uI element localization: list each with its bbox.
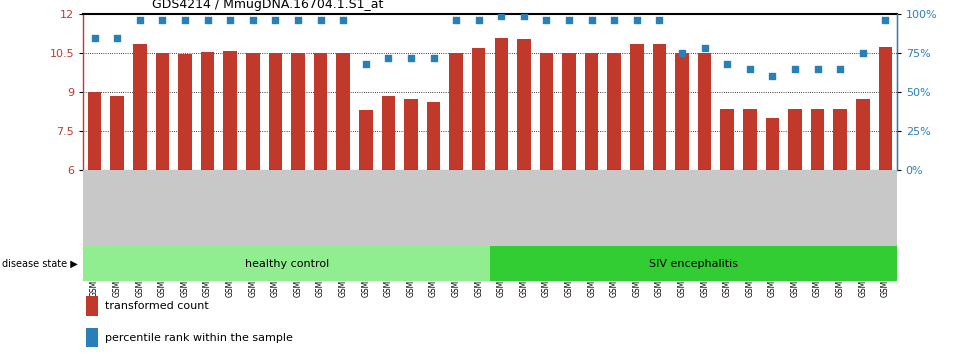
Bar — [314, 53, 327, 170]
Point — [335, 18, 351, 23]
Bar — [720, 109, 734, 170]
Bar — [630, 44, 644, 170]
Bar — [86, 296, 98, 316]
Point — [809, 66, 825, 72]
Bar — [223, 51, 237, 170]
Point — [674, 50, 690, 56]
Bar — [246, 53, 260, 170]
Bar — [698, 53, 711, 170]
Point — [200, 18, 216, 23]
Bar — [449, 53, 463, 170]
Point — [268, 18, 283, 23]
Text: GDS4214 / MmugDNA.16704.1.S1_at: GDS4214 / MmugDNA.16704.1.S1_at — [152, 0, 383, 11]
Bar — [608, 53, 621, 170]
Point — [562, 18, 577, 23]
Point — [787, 66, 803, 72]
Bar — [359, 110, 372, 170]
Point — [742, 66, 758, 72]
Point — [222, 18, 238, 23]
Bar — [133, 44, 147, 170]
Point — [652, 18, 667, 23]
Point — [177, 18, 193, 23]
Bar — [86, 328, 98, 348]
Point — [110, 35, 125, 40]
Point — [448, 18, 464, 23]
Text: transformed count: transformed count — [106, 301, 209, 311]
Bar — [201, 52, 215, 170]
Bar — [495, 38, 508, 170]
Bar — [83, 246, 490, 281]
Bar — [653, 44, 666, 170]
Bar — [404, 98, 417, 170]
Bar — [269, 53, 282, 170]
Point — [719, 61, 735, 67]
Text: percentile rank within the sample: percentile rank within the sample — [106, 333, 293, 343]
Bar — [88, 92, 101, 170]
Bar — [336, 53, 350, 170]
Point — [290, 18, 306, 23]
Bar — [765, 118, 779, 170]
Bar — [857, 98, 869, 170]
Bar — [563, 53, 576, 170]
Point — [403, 55, 418, 61]
Point — [607, 18, 622, 23]
Point — [245, 18, 261, 23]
Bar — [178, 55, 192, 170]
Bar — [490, 246, 897, 281]
Bar — [517, 39, 531, 170]
Point — [358, 61, 373, 67]
Text: healthy control: healthy control — [245, 259, 328, 269]
Point — [516, 13, 532, 18]
Point — [470, 18, 486, 23]
Bar — [810, 109, 824, 170]
Bar — [675, 53, 689, 170]
Point — [494, 13, 510, 18]
Bar — [833, 109, 847, 170]
Bar — [743, 109, 757, 170]
Point — [764, 74, 780, 79]
Point — [380, 55, 396, 61]
Bar — [156, 53, 170, 170]
Bar — [381, 96, 395, 170]
Point — [313, 18, 328, 23]
Point — [87, 35, 103, 40]
Point — [697, 46, 712, 51]
Bar — [426, 102, 440, 170]
Bar — [291, 53, 305, 170]
Bar — [540, 53, 554, 170]
Text: disease state ▶: disease state ▶ — [2, 259, 77, 269]
Bar — [585, 53, 599, 170]
Point — [832, 66, 848, 72]
Point — [425, 55, 441, 61]
Bar — [879, 47, 892, 170]
Bar — [111, 96, 123, 170]
Point — [629, 18, 645, 23]
Point — [584, 18, 600, 23]
Bar — [788, 109, 802, 170]
Text: SIV encephalitis: SIV encephalitis — [649, 259, 738, 269]
Bar — [472, 48, 485, 170]
Point — [155, 18, 171, 23]
Point — [877, 18, 893, 23]
Point — [539, 18, 555, 23]
Point — [132, 18, 148, 23]
Point — [855, 50, 870, 56]
